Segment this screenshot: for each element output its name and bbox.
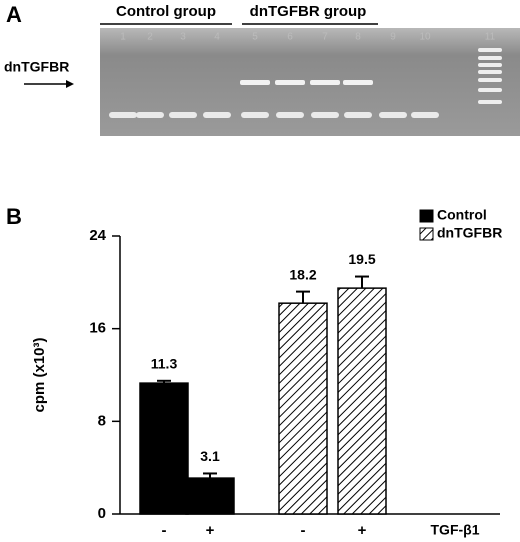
data-label: 18.2 — [289, 266, 316, 282]
lane-number: 8 — [355, 32, 361, 43]
lane-number: 9 — [390, 32, 396, 43]
band — [240, 80, 270, 85]
lane-number: 2 — [147, 32, 153, 43]
legend-swatch — [419, 227, 434, 241]
bar — [139, 382, 189, 515]
y-tick-label: 16 — [89, 320, 106, 337]
x-tick-label: - — [162, 522, 167, 539]
band — [344, 112, 372, 118]
lane-number: 6 — [287, 32, 293, 43]
ladder-band — [478, 48, 502, 52]
bar — [278, 302, 328, 515]
x-tick-label: + — [206, 522, 215, 539]
x-axis-label: TGF-β1 — [431, 522, 480, 538]
bands — [109, 48, 502, 118]
lane-number: 10 — [419, 32, 431, 43]
band — [275, 80, 305, 85]
bar — [337, 287, 387, 515]
lane-number: 7 — [322, 32, 328, 43]
error-bar — [296, 290, 310, 304]
band — [203, 112, 231, 118]
band — [310, 80, 340, 85]
y-tick-label: 8 — [98, 412, 106, 429]
ladder-band — [478, 56, 502, 60]
y-tick-label: 0 — [98, 505, 106, 522]
lane-number: 1 — [120, 32, 126, 43]
ladder-band — [478, 70, 502, 74]
x-tick-label: - — [301, 522, 306, 539]
lane-number: 11 — [485, 32, 496, 43]
ladder-band — [478, 63, 502, 67]
error-bar — [157, 379, 171, 384]
legend-label: Control — [437, 207, 487, 223]
data-label: 11.3 — [151, 355, 178, 371]
lane-number: 3 — [180, 32, 186, 43]
band — [411, 112, 439, 118]
lane-number: 5 — [252, 32, 258, 43]
error-bar — [355, 275, 369, 289]
band — [136, 112, 164, 118]
data-label: 3.1 — [200, 448, 220, 464]
y-tick-label: 24 — [89, 227, 106, 244]
gel — [100, 28, 520, 136]
data-label: 19.5 — [348, 251, 375, 267]
marker-label: dnTGFBR — [4, 59, 69, 75]
band — [379, 112, 407, 118]
group-label: dnTGFBR group — [250, 3, 367, 20]
ladder-band — [478, 100, 502, 104]
band — [241, 112, 269, 118]
ladder-band — [478, 88, 502, 92]
band — [276, 112, 304, 118]
panel-label: A — [6, 2, 22, 27]
legend-label: dnTGFBR — [437, 225, 502, 241]
error-bar — [203, 472, 217, 479]
ladder-band — [478, 78, 502, 82]
y-axis-label: cpm (x10³) — [31, 337, 48, 412]
lane-number: 4 — [214, 32, 220, 43]
bar — [185, 477, 235, 515]
panel-label: B — [6, 204, 22, 229]
group-label: Control group — [116, 3, 216, 20]
x-tick-label: + — [358, 522, 367, 539]
band — [311, 112, 339, 118]
legend-swatch — [419, 209, 434, 223]
band — [109, 112, 137, 118]
band — [343, 80, 373, 85]
band — [169, 112, 197, 118]
arrow — [24, 80, 74, 88]
